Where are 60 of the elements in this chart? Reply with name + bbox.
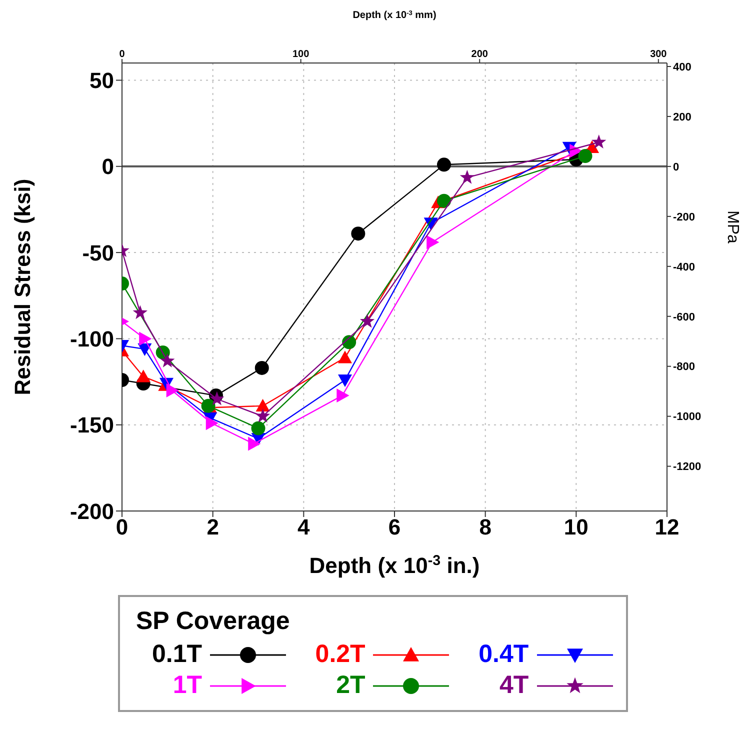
point xyxy=(338,374,352,388)
y2-tick-label: 200 xyxy=(673,111,692,124)
point xyxy=(251,421,266,436)
point xyxy=(336,388,350,403)
y2-tick-label: -400 xyxy=(673,261,696,274)
point xyxy=(166,383,179,398)
x-tick-label: 8 xyxy=(479,514,492,540)
y-tick-label: -200 xyxy=(70,498,114,524)
point xyxy=(460,170,474,184)
x-tick-label: 4 xyxy=(298,514,311,540)
legend-label: 4T xyxy=(498,671,529,700)
point xyxy=(592,134,606,148)
legend-label: 0.1T xyxy=(150,640,202,669)
legend-label: 0.4T xyxy=(478,640,529,669)
x-tick-label: 12 xyxy=(654,514,680,540)
y-axis-title: Residual Stress (ksi) xyxy=(10,178,35,396)
x2-tick-label: 300 xyxy=(650,49,668,60)
point xyxy=(160,353,175,368)
point xyxy=(255,408,270,422)
y2-tick-label: -800 xyxy=(673,361,696,374)
y-tick-label: -100 xyxy=(70,326,114,352)
point xyxy=(210,391,224,406)
point xyxy=(338,350,352,364)
legend-label: 1T xyxy=(172,671,202,700)
x-tick-label: 10 xyxy=(564,514,588,540)
point xyxy=(342,335,356,350)
y-tick-label: -150 xyxy=(70,412,114,438)
legend-label: 2T xyxy=(335,671,366,700)
point xyxy=(437,158,452,172)
point xyxy=(132,305,148,320)
point xyxy=(136,370,150,382)
point xyxy=(256,398,270,412)
point xyxy=(578,149,592,164)
x-axis-title: Depth (x 10$^{-3}$ in.) xyxy=(309,553,480,578)
point xyxy=(248,436,261,451)
x2-tick-label: 200 xyxy=(471,49,488,60)
point xyxy=(351,226,366,241)
y-tick-label: 50 xyxy=(90,68,114,94)
x-tick-label: 6 xyxy=(388,514,401,540)
point xyxy=(437,194,452,208)
y2-tick-label: 0 xyxy=(673,161,680,174)
point xyxy=(360,314,375,328)
y2-tick-label: 400 xyxy=(673,61,692,74)
point xyxy=(426,235,440,250)
legend-title: SP Coverage xyxy=(136,607,291,636)
point xyxy=(139,332,152,346)
y2-tick-label: -1000 xyxy=(673,411,702,424)
x2-tick-label: 0 xyxy=(119,49,126,60)
x2-axis-title: Depth (x 10$^{-3}$ mm) xyxy=(352,10,436,21)
legend-label: 0.2T xyxy=(314,640,366,669)
x-tick-label: 2 xyxy=(206,514,219,540)
y-tick-label: 0 xyxy=(102,154,114,180)
y2-tick-label: -200 xyxy=(673,211,696,224)
x2-tick-label: 100 xyxy=(292,49,310,60)
point xyxy=(206,416,218,430)
y2-tick-label: -600 xyxy=(673,311,696,324)
y2-axis-title: MPa xyxy=(724,210,741,244)
y-tick-label: -50 xyxy=(82,240,114,266)
y2-tick-label: -1200 xyxy=(673,461,702,474)
point xyxy=(254,360,269,375)
